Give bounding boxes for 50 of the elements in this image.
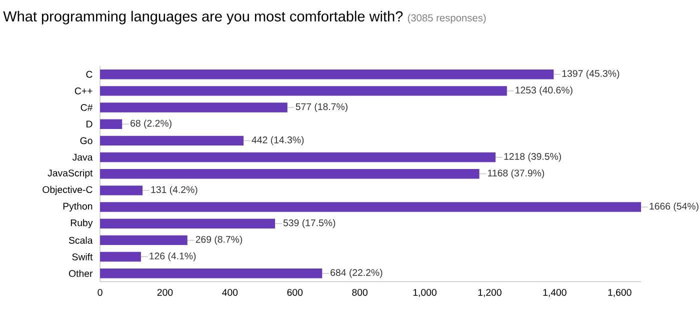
data-label: 442 (14.3%) [252, 136, 304, 146]
bar [100, 136, 244, 146]
y-tick-label: Python [63, 202, 92, 212]
data-label: 1666 (54%) [650, 202, 698, 212]
x-tick-label: 400 [222, 289, 238, 296]
bar [100, 70, 554, 80]
data-label: 1397 (45.3%) [562, 70, 620, 80]
x-tick-label: 1,400 [543, 289, 566, 298]
y-tick-label: Objective-C [42, 186, 92, 196]
x-tick-label: 1,000 [413, 289, 437, 298]
x-tick-label: 0 [98, 289, 102, 296]
bar [100, 119, 122, 130]
x-tick-label: 1,200 [478, 289, 502, 298]
bar [100, 102, 288, 113]
data-label: 1253 (40.6%) [516, 86, 572, 96]
y-tick-label: Ruby [70, 219, 93, 228]
y-tick-label: C# [80, 104, 93, 112]
data-label: 539 (17.5%) [283, 219, 336, 228]
chart-subtitle: (3085 responses) [408, 14, 486, 24]
x-tick-label: 600 [287, 289, 303, 296]
data-label: 131 (4.2%) [151, 186, 198, 196]
bar [100, 218, 276, 229]
data-label: 684 (22.2%) [330, 269, 382, 278]
bar [100, 252, 141, 262]
bar [100, 186, 143, 196]
data-label: 1218 (39.5%) [504, 152, 562, 162]
y-tick-label: Swift [72, 253, 93, 261]
bar [100, 169, 480, 179]
y-tick-label: C [86, 71, 92, 78]
x-tick-label: 1,600 [608, 289, 632, 298]
bar [100, 86, 507, 96]
data-label: 126 (4.1%) [150, 252, 196, 262]
data-label: 1168 (37.9%) [488, 170, 544, 179]
y-tick-label: C++ [74, 88, 92, 95]
y-tick-label: Go [80, 137, 92, 144]
x-tick-label: 200 [157, 289, 173, 296]
y-tick-label: JavaScript [48, 170, 93, 179]
data-label: 577 (18.7%) [296, 103, 348, 112]
bar [100, 202, 642, 212]
bar [100, 152, 496, 162]
bar [100, 236, 188, 246]
bar [100, 268, 322, 278]
data-label: 68 (2.2%) [130, 120, 172, 129]
data-label: 269 (8.7%) [196, 236, 242, 245]
y-tick-label: Java [72, 154, 93, 161]
y-tick-label: Other [68, 270, 93, 278]
chart-title: What programming languages are you most comfortable with? [3, 11, 403, 25]
x-tick-label: 800 [352, 289, 368, 296]
y-tick-label: D [86, 120, 92, 128]
y-tick-label: Scala [68, 236, 93, 244]
